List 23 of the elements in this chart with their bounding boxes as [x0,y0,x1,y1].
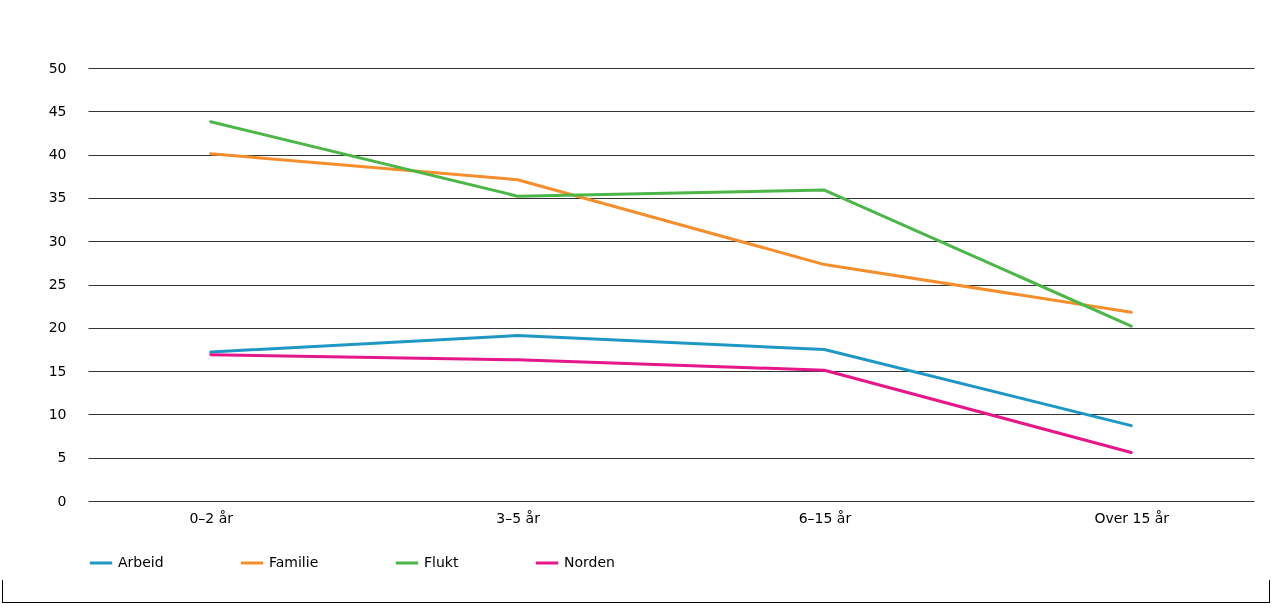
y-tick-label: 25 [48,276,67,292]
y-tick-label: 20 [48,319,67,336]
y-tick-label: 40 [48,146,67,163]
x-tick-label: Over 15 år [1094,509,1170,526]
x-tick-label: 6–15 år [798,509,852,526]
y-tick-label: 0 [57,492,67,509]
legend-label: Arbeid [118,554,164,570]
y-tick-label: 10 [48,405,67,422]
y-tick-label: 50 [48,59,67,76]
line-series [209,152,1133,314]
y-tick-label: 15 [48,362,67,379]
line-series [209,334,1133,428]
y-tick-label: 45 [48,102,67,119]
line-series [209,353,1133,454]
x-tick-label: 0–2 år [189,509,234,526]
y-tick-label: 5 [57,449,67,466]
legend-label: Norden [564,554,615,570]
line-series [209,120,1133,328]
legend-label: Familie [269,554,319,570]
y-tick-label: 30 [48,232,67,249]
y-tick-label: 35 [48,189,67,206]
x-tick-label: 3–5 år [496,509,541,526]
legend-label: Flukt [424,554,459,570]
